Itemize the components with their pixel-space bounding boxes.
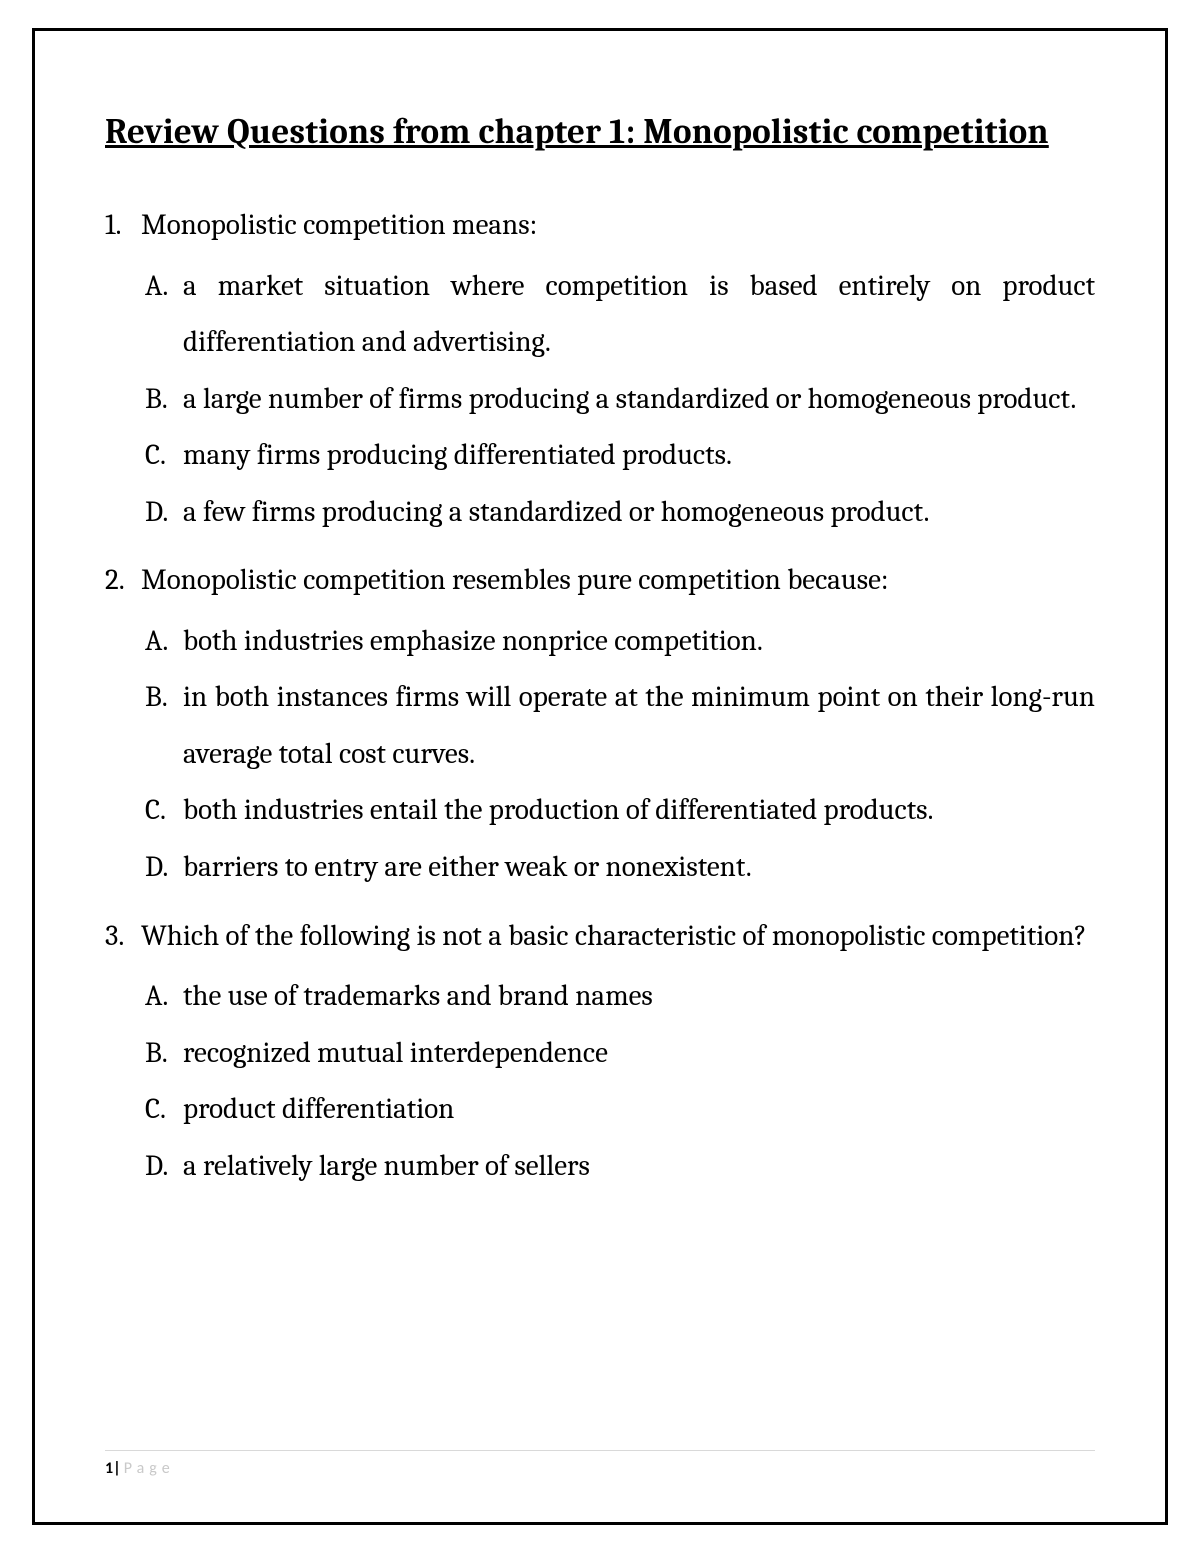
answers-list: A.the use of trademarks and brand namesB…	[105, 969, 1095, 1195]
answers-list: A.a market situation where competition i…	[105, 259, 1095, 542]
page-footer: 1|Page	[105, 1450, 1095, 1478]
answer-text: a relatively large number of sellers	[183, 1139, 1095, 1196]
question-text: Monopolistic competition means:	[141, 198, 1095, 255]
answer-option: B.recognized mutual interdependence	[145, 1026, 1095, 1083]
question-stem: 2.Monopolistic competition resembles pur…	[105, 553, 1095, 610]
answer-option: A.both industries emphasize nonprice com…	[145, 614, 1095, 671]
answer-option: D.a few firms producing a standardized o…	[145, 485, 1095, 542]
answer-text: barriers to entry are either weak or non…	[183, 840, 1095, 897]
answer-letter: C.	[145, 783, 183, 840]
answer-option: A.a market situation where competition i…	[145, 259, 1095, 372]
answer-text: many firms producing differentiated prod…	[183, 428, 1095, 485]
answer-letter: A.	[145, 614, 183, 671]
answer-text: in both instances firms will operate at …	[183, 670, 1095, 783]
answer-text: a large number of firms producing a stan…	[183, 372, 1095, 429]
answer-letter: D.	[145, 1139, 183, 1196]
question-text: Which of the following is not a basic ch…	[141, 909, 1095, 966]
footer-divider: |	[113, 1459, 121, 1478]
answer-text: the use of trademarks and brand names	[183, 969, 1095, 1026]
answer-text: a few firms producing a standardized or …	[183, 485, 1095, 542]
answer-option: B.in both instances firms will operate a…	[145, 670, 1095, 783]
footer-page-number: 1	[105, 1459, 113, 1478]
answer-letter: C.	[145, 428, 183, 485]
answer-letter: B.	[145, 372, 183, 429]
question: 3.Which of the following is not a basic …	[105, 909, 1095, 1196]
answer-text: recognized mutual interdependence	[183, 1026, 1095, 1083]
question-number: 2.	[105, 553, 141, 610]
question: 1.Monopolistic competition means:A.a mar…	[105, 198, 1095, 541]
question-number: 1.	[105, 198, 141, 255]
question: 2.Monopolistic competition resembles pur…	[105, 553, 1095, 896]
answer-option: C.product differentiation	[145, 1082, 1095, 1139]
questions-list: 1.Monopolistic competition means:A.a mar…	[105, 198, 1095, 1195]
answer-option: B.a large number of firms producing a st…	[145, 372, 1095, 429]
question-text: Monopolistic competition resembles pure …	[141, 553, 1095, 610]
answer-letter: B.	[145, 1026, 183, 1083]
page-title: Review Questions from chapter 1: Monopol…	[105, 111, 1095, 152]
answers-list: A.both industries emphasize nonprice com…	[105, 614, 1095, 897]
answer-text: a market situation where competition is …	[183, 259, 1095, 372]
answer-letter: A.	[145, 969, 183, 1026]
answer-option: A.the use of trademarks and brand names	[145, 969, 1095, 1026]
answer-letter: B.	[145, 670, 183, 783]
answer-letter: C.	[145, 1082, 183, 1139]
answer-option: D.barriers to entry are either weak or n…	[145, 840, 1095, 897]
answer-text: both industries entail the production of…	[183, 783, 1095, 840]
content-area: Review Questions from chapter 1: Monopol…	[35, 31, 1165, 1195]
answer-letter: D.	[145, 840, 183, 897]
answer-text: product differentiation	[183, 1082, 1095, 1139]
question-number: 3.	[105, 909, 141, 966]
answer-option: C.many firms producing differentiated pr…	[145, 428, 1095, 485]
answer-option: D.a relatively large number of sellers	[145, 1139, 1095, 1196]
question-stem: 3.Which of the following is not a basic …	[105, 909, 1095, 966]
answer-letter: A.	[145, 259, 183, 372]
answer-letter: D.	[145, 485, 183, 542]
page-border: Review Questions from chapter 1: Monopol…	[32, 28, 1168, 1525]
answer-text: both industries emphasize nonprice compe…	[183, 614, 1095, 671]
answer-option: C.both industries entail the production …	[145, 783, 1095, 840]
footer-page-word: Page	[124, 1459, 175, 1478]
question-stem: 1.Monopolistic competition means:	[105, 198, 1095, 255]
